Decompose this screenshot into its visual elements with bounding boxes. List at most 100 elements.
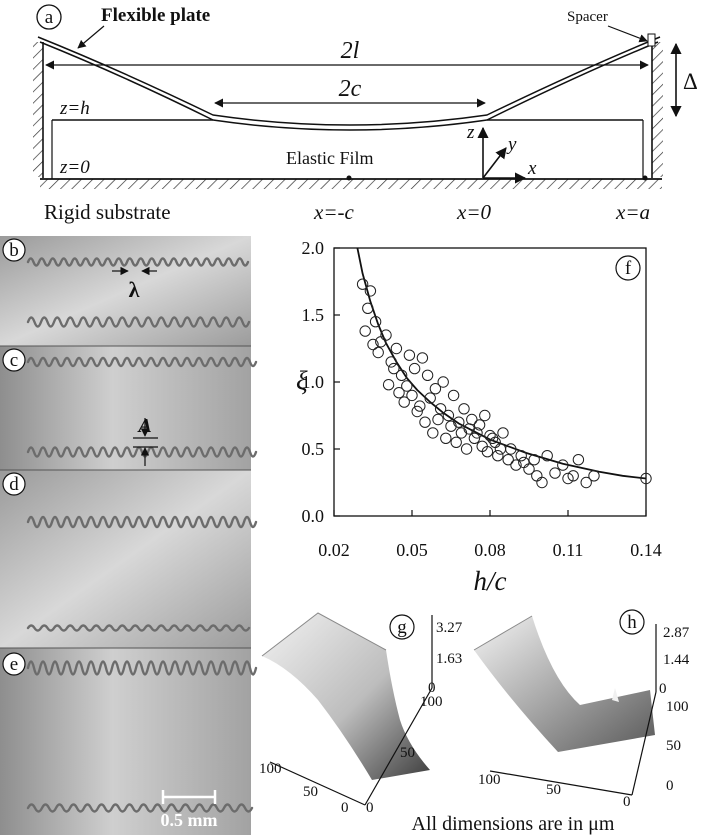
data-point	[416, 352, 429, 364]
data-point	[481, 446, 494, 458]
g-x-tick-100: 100	[259, 761, 282, 777]
panel-a-schematic: a Flexible plate Spacer 2l 2c Δ	[33, 4, 698, 224]
data-point	[580, 476, 592, 489]
photo-e-letter-circle	[2, 652, 26, 676]
x-minus-c-label: x=-c	[313, 200, 354, 224]
y-tick-label: 1.0	[302, 372, 325, 392]
substrate-hatch	[40, 179, 662, 189]
chart-ticks: 0.02 0.05 0.08 0.11 0.14 0.0 0.5 1.0 1.5 2.0	[302, 238, 662, 560]
data-point	[505, 443, 517, 455]
photo-e-letter: e	[10, 654, 18, 675]
g-y-axis	[364, 687, 433, 806]
wrinkle-patterns	[26, 257, 258, 813]
panel-a-letter: a	[45, 7, 54, 28]
data-points	[356, 278, 652, 489]
surface-h-peak	[612, 688, 619, 702]
h-z-tick-top: 2.87	[663, 625, 690, 641]
data-point	[442, 409, 455, 422]
surface-g	[262, 613, 430, 780]
y-tick-label: 0.0	[302, 506, 325, 526]
flexible-plate-top	[37, 36, 661, 126]
wrinkle-row	[26, 257, 250, 267]
two-l-label: 2l	[341, 38, 360, 64]
wrinkle-row	[26, 624, 251, 632]
panel-f-chart: 0.02 0.05 0.08 0.11 0.14 0.0 0.5 1.0 1.5 2.0 ξ h/…	[296, 238, 662, 596]
data-point	[429, 383, 442, 395]
data-point	[380, 329, 392, 341]
x-tick-label: 0.05	[396, 540, 428, 560]
panel-f-letter-circle	[615, 255, 641, 281]
y-tick-label: 2.0	[302, 238, 325, 258]
photo-e	[0, 648, 251, 835]
two-c-label: 2c	[339, 76, 362, 102]
h-z-tick-bot: 0	[659, 681, 667, 697]
flexible-plate-bottom	[39, 41, 659, 131]
data-point	[432, 413, 444, 426]
data-point	[390, 342, 403, 355]
data-point	[362, 302, 374, 314]
scale-bar-label: 0.5 mm	[161, 810, 218, 830]
z-h-label: z=h	[59, 98, 90, 119]
g-z-tick-top: 3.27	[436, 620, 463, 636]
data-point	[531, 470, 543, 482]
photo-b-letter-circle	[2, 238, 26, 262]
data-point	[364, 285, 377, 297]
data-point	[515, 450, 527, 462]
g-y-tick-0: 0	[366, 800, 374, 816]
spacer-label: Spacer	[567, 9, 608, 25]
photo-letters: b c d e	[2, 238, 26, 676]
surface-h	[474, 616, 655, 752]
y-axis-arrow	[482, 147, 507, 179]
data-point	[510, 459, 522, 471]
h-y-axis	[631, 691, 657, 796]
data-point	[382, 379, 395, 391]
data-point	[572, 454, 585, 466]
data-point	[640, 472, 652, 485]
data-point	[497, 427, 509, 439]
photo-d	[0, 470, 251, 648]
data-point	[557, 459, 569, 471]
left-wall-hatch	[33, 42, 43, 177]
photo-b-letter: b	[9, 240, 19, 261]
photo-b	[0, 236, 251, 346]
delta-label: Δ	[683, 69, 698, 94]
photo-panels: b c d e λ A 0.5 mm	[0, 236, 258, 835]
x-tick-label: 0.11	[553, 540, 584, 560]
g-x-axis	[269, 761, 366, 806]
data-point	[549, 467, 561, 479]
data-point	[385, 356, 397, 368]
wrinkle-row	[26, 356, 258, 368]
axis-y-label: y	[506, 134, 517, 155]
data-point	[458, 403, 470, 415]
photo-d-letter: d	[9, 474, 19, 495]
g-y-tick-50: 50	[400, 745, 415, 761]
data-point	[479, 409, 491, 422]
x-a-label: x=a	[615, 200, 650, 224]
data-point	[434, 403, 447, 415]
data-point	[450, 436, 462, 448]
x-tick-label: 0.14	[630, 540, 662, 560]
elastic-film-label: Elastic Film	[286, 148, 374, 168]
data-point	[421, 369, 434, 381]
surface-h-edge	[473, 615, 533, 651]
data-point	[359, 325, 371, 337]
data-point	[372, 346, 384, 359]
marker-x-a	[642, 175, 648, 181]
surface-g-edge	[261, 612, 387, 657]
data-point	[408, 362, 421, 375]
data-point	[393, 387, 405, 399]
wrinkle-row	[26, 515, 258, 529]
right-wall-hatch	[652, 42, 663, 177]
photo-c-letter: c	[10, 350, 18, 371]
amplitude-label: A	[136, 415, 151, 437]
y-tick-label: 0.5	[302, 439, 325, 459]
fit-curve	[356, 247, 647, 480]
panel-h-surface: 2.87 1.44 0 100 50 0 0 50 100 h	[473, 609, 690, 810]
h-y-tick-0: 0	[666, 778, 674, 794]
data-point	[471, 427, 483, 439]
wrinkle-row	[26, 316, 251, 328]
x-tick-label: 0.08	[474, 540, 506, 560]
spacer-block	[647, 33, 656, 47]
data-point	[523, 463, 535, 475]
flexible-plate-pointer	[77, 25, 105, 49]
